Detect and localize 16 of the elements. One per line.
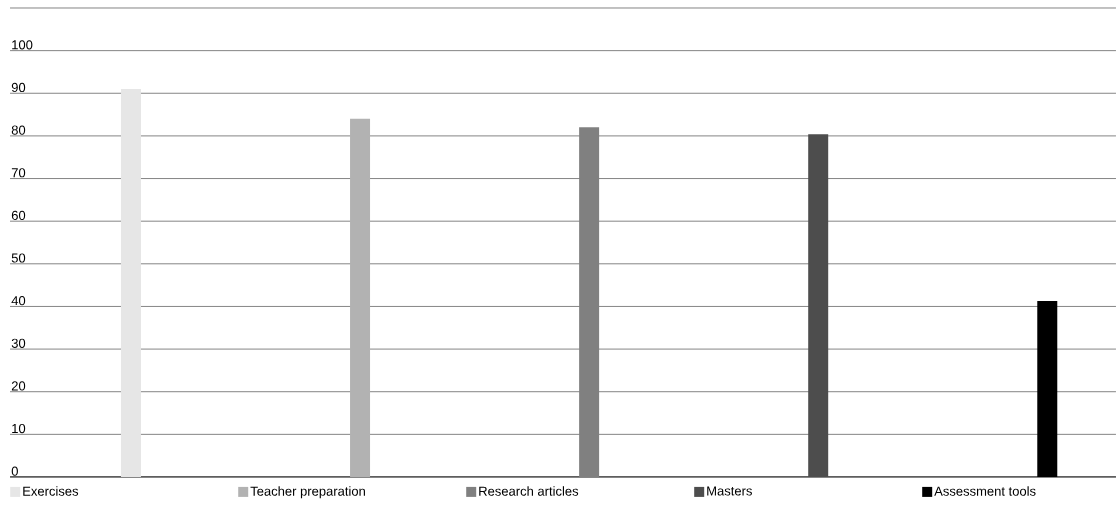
y-tick-label: 70 [11,168,26,178]
y-tick-label: 0 [11,466,18,476]
legend-label: Assessment tools [934,486,1036,496]
y-tick-label: 80 [11,125,26,135]
y-tick-label: 40 [11,296,26,306]
legend-label: Masters [707,486,752,496]
legend-label: Exercises [23,486,79,496]
y-tick-label: 90 [11,82,26,93]
y-tick-label: 20 [11,381,26,391]
y-tick-label: 10 [12,423,26,434]
legend-label: Research articles [479,486,579,496]
legend-label: Teacher preparation [250,486,365,499]
y-tick-label: 60 [11,210,26,220]
y-tick-label: 100 [12,40,33,50]
y-tick-label: 50 [11,253,26,263]
y-tick-label: 30 [11,338,26,348]
